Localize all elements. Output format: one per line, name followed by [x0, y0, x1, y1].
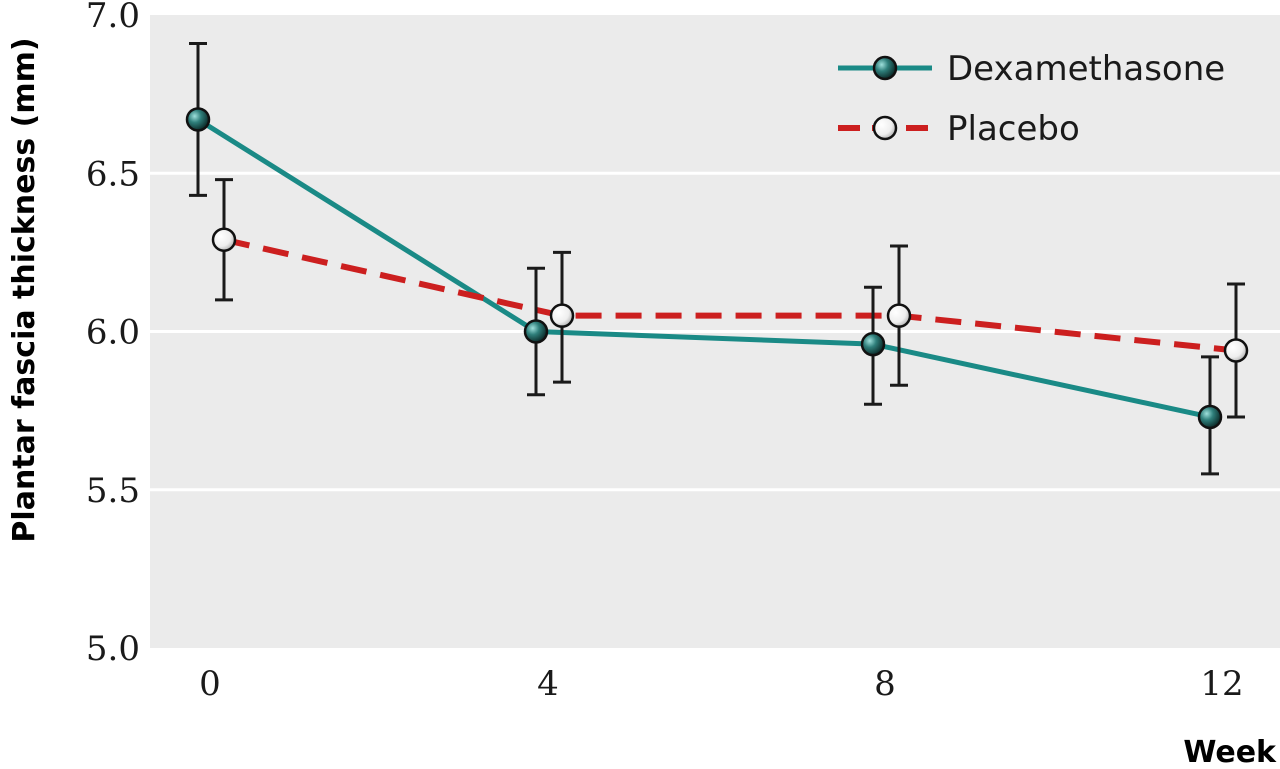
legend-label: Placebo: [947, 109, 1080, 149]
data-point-markers: [185, 107, 1249, 430]
x-tick-label: 8: [874, 664, 896, 704]
data-point: [1197, 404, 1223, 430]
x-tick-label: 12: [1200, 664, 1243, 704]
y-tick-label: 6.0: [86, 313, 140, 353]
data-point: [523, 319, 549, 344]
data-point: [860, 331, 886, 357]
series-line: [196, 117, 1211, 420]
series-lines: [196, 117, 1237, 420]
data-point: [211, 227, 237, 252]
y-axis-title: Plantar fascia thickness (mm): [7, 37, 42, 542]
x-axis-title: Week: [1183, 735, 1277, 769]
legend: Dexamethasone Placebo: [838, 49, 1225, 149]
y-tick-labels: 5.0 5.5 6.0 6.5 7.0: [86, 0, 140, 669]
y-tick-label: 5.5: [86, 471, 140, 511]
data-point: [185, 107, 211, 132]
data-point: [549, 303, 575, 328]
legend-marker: [872, 115, 898, 141]
y-tick-label: 6.5: [86, 154, 140, 194]
y-tick-label: 5.0: [86, 629, 140, 669]
data-point: [1223, 338, 1249, 363]
gridlines: [150, 171, 1280, 492]
x-tick-label: 0: [199, 664, 221, 704]
x-tick-label: 4: [537, 664, 559, 704]
data-point: [886, 303, 912, 328]
legend-marker: [872, 55, 898, 81]
x-tick-labels: 0 4 8 12: [199, 664, 1243, 704]
y-tick-label: 7.0: [86, 0, 140, 36]
legend-label: Dexamethasone: [947, 49, 1225, 89]
series-line: [223, 236, 1237, 354]
